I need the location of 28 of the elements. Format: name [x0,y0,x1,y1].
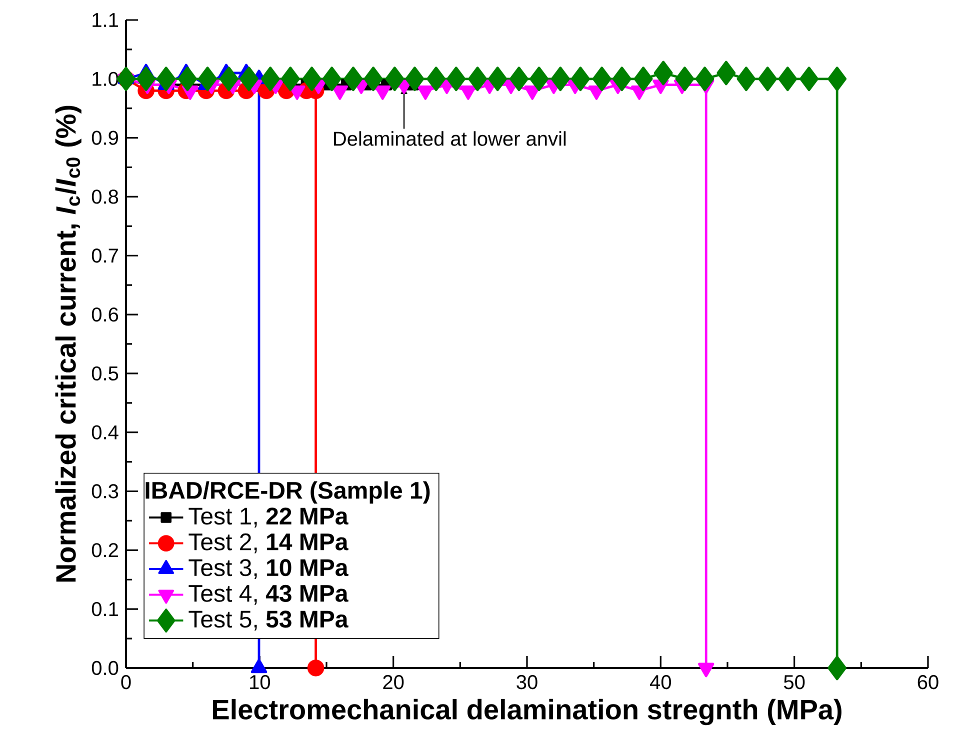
legend-label: Test 5, 53 MPa [188,610,348,630]
x-tick-label: 30 [516,675,538,690]
x-tick-label: 60 [918,675,938,690]
legend-label: Test 2, 14 MPa [188,533,348,554]
x-tick-label: 50 [784,675,805,690]
x-tick-label: 0 [121,675,131,690]
y-tick-label: 0.2 [92,543,118,558]
y-tick-label: 0.1 [92,602,118,616]
y-tick-label: 0.0 [92,660,118,676]
x-tick-label: 10 [250,675,270,690]
y-tick-label: 0.3 [92,484,118,498]
y-axis-title: Normalized critical current, I$_{c}$/I$_{c0}$ (%) [55,106,82,582]
y-tick-label: 0.9 [92,130,118,145]
annotation: Delaminated at lower anvil [334,131,566,146]
x-tick-label: 40 [650,675,672,690]
y-tick-label: 1.0 [92,72,118,86]
legend-label: Test 4, 43 MPa [188,584,348,605]
legend-label: Test 1, 22 MPa [188,508,348,528]
y-tick-label: 1.1 [92,13,118,27]
x-tick-label: 20 [383,675,404,690]
legend-label: Test 3, 10 MPa [188,559,348,579]
x-axis-title: Electromechanical delamination stregnth (MPa) [213,698,842,726]
y-tick-label: 0.7 [92,248,118,263]
y-tick-label: 0.6 [92,307,118,322]
y-tick-label: 0.5 [92,366,118,381]
y-tick-label: 0.4 [92,425,118,440]
y-tick-label: 0.8 [92,190,118,204]
legend-title: IBAD/RCE-DR (Sample 1) [146,481,430,504]
